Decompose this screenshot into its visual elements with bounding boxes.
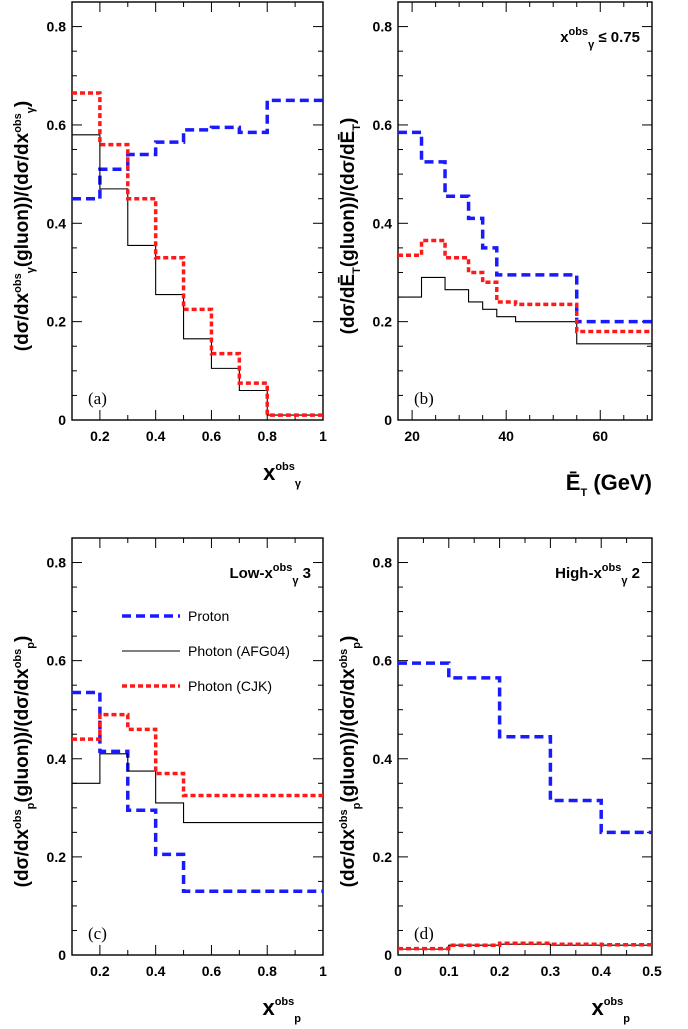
series-line-photon_cjk [72, 712, 323, 798]
panel-label: (a) [88, 389, 107, 408]
plot-frame [397, 1, 653, 421]
y-tick-label: 0.8 [373, 19, 393, 35]
x-tick-label: 0.2 [90, 428, 110, 444]
panel-annotation: High-xobsγ 2 [555, 562, 640, 587]
y-tick-label: 0.2 [373, 314, 393, 330]
x-tick-label: 0.2 [90, 963, 110, 979]
x-tick-label: 0.6 [202, 963, 222, 979]
x-tick-label: 0.3 [541, 963, 561, 979]
y-tick-label: 0.8 [47, 555, 67, 571]
legend-label-proton: Proton [188, 608, 229, 624]
y-tick-label: 0.6 [47, 117, 67, 133]
panel-annotation: xobsγ ≤ 0.75 [560, 26, 640, 51]
x-tick-label: 60 [592, 428, 608, 444]
legend: Proton Photon (AFG04) Photon (CJK) [122, 608, 290, 694]
y-tick-label: 0 [384, 947, 392, 963]
panel-b: 0 0.2 0.4 0.6 0.8 20 40 60 (b) xobsγ ≤ 0.75 (dσ/dĒ… [338, 1, 653, 499]
plot-frame [71, 1, 324, 421]
y-tick-label: 0.6 [47, 653, 67, 669]
panel-label: (c) [88, 924, 107, 943]
y-tick-label: 0.8 [47, 19, 67, 35]
plot-frame [71, 537, 324, 956]
series-line-photon_cjk [398, 941, 652, 951]
x-tick-label: 0 [394, 963, 402, 979]
series-line-photon_cjk [398, 238, 652, 334]
series-line-photon_afg04 [398, 276, 652, 345]
series-line-proton [72, 98, 323, 201]
y-tick-label: 0.2 [373, 849, 393, 865]
x-tick-label: 0.4 [591, 963, 611, 979]
x-tick-label: 0.4 [146, 963, 166, 979]
x-tick-label: 0.6 [202, 428, 222, 444]
panel-label: (b) [414, 389, 434, 408]
y-axis-label: (dσ/dĒT(gluon))/(dσ/dĒT) [338, 118, 363, 335]
y-axis-label: (dσ/dxobsp(gluon))/(dσ/dxobsp) [338, 636, 363, 888]
panel-label: (d) [414, 924, 434, 943]
x-tick-label: 0.1 [439, 963, 459, 979]
y-tick-label: 0.4 [373, 215, 393, 231]
series-line-proton [72, 690, 323, 893]
panel-c: 0 0.2 0.4 0.6 0.8 0.2 0.4 0.6 0.8 1 (c) Low-xobsγ 3… [12, 537, 327, 1025]
x-axis-label: xobsγ [263, 460, 302, 490]
panel-a: 0 0.2 0.4 0.6 0.8 0.2 0.4 0.6 0.8 1 (a) (dσ/dxobsγ(… [12, 1, 327, 490]
y-tick-label: 0 [58, 947, 66, 963]
x-axis-label: xobsp [591, 995, 630, 1025]
y-tick-label: 0.6 [373, 653, 393, 669]
x-tick-label: 40 [498, 428, 514, 444]
legend-label-photon_cjk: Photon (CJK) [188, 678, 272, 694]
y-tick-label: 0.8 [373, 555, 393, 571]
series-line-photon_afg04 [72, 753, 323, 824]
y-tick-label: 0.2 [47, 314, 67, 330]
x-axis-label: xobsp [262, 995, 301, 1025]
x-tick-label: 20 [404, 428, 420, 444]
plot-frame [397, 537, 653, 956]
x-axis-label: ĒT (GeV) [566, 470, 652, 499]
y-axis-label: (dσ/dxobsp(gluon))/(dσ/dxobsp) [12, 636, 37, 888]
x-tick-label: 1 [319, 963, 327, 979]
panel-annotation: Low-xobsγ 3 [229, 562, 311, 587]
y-tick-label: 0.2 [47, 849, 67, 865]
x-tick-label: 0.8 [257, 963, 277, 979]
y-tick-label: 0 [384, 412, 392, 428]
x-tick-label: 1 [319, 428, 327, 444]
x-tick-label: 0.2 [490, 963, 510, 979]
x-tick-label: 0.8 [257, 428, 277, 444]
series-line-proton [398, 130, 652, 324]
y-tick-label: 0.4 [373, 751, 393, 767]
x-tick-label: 0.4 [146, 428, 166, 444]
series-line-proton [398, 661, 652, 835]
y-tick-label: 0.4 [47, 215, 67, 231]
legend-label-photon_afg04: Photon (AFG04) [188, 643, 290, 659]
y-tick-label: 0.4 [47, 751, 67, 767]
y-tick-label: 0 [58, 412, 66, 428]
y-axis-label: (dσ/dxobsγ(gluon))/(dσ/dxobsγ) [12, 101, 37, 351]
panel-d: 0 0.2 0.4 0.6 0.8 0 0.1 0.2 0.3 0.4 0.5 (d) High-xob… [338, 537, 662, 1025]
x-tick-label: 0.5 [642, 963, 662, 979]
series-line-photon_cjk [72, 91, 323, 417]
series-line-photon_afg04 [72, 134, 323, 416]
y-tick-label: 0.6 [373, 117, 393, 133]
